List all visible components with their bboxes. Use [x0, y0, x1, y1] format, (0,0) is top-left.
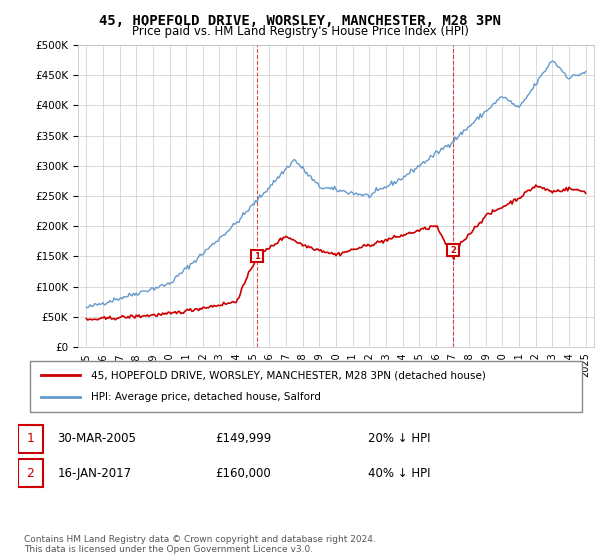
- Text: £160,000: £160,000: [215, 466, 271, 480]
- Text: 2: 2: [26, 466, 34, 480]
- Text: 20% ↓ HPI: 20% ↓ HPI: [368, 432, 430, 445]
- Text: 1: 1: [254, 252, 260, 261]
- Text: 30-MAR-2005: 30-MAR-2005: [58, 432, 136, 445]
- Text: 16-JAN-2017: 16-JAN-2017: [58, 466, 131, 480]
- Text: Price paid vs. HM Land Registry's House Price Index (HPI): Price paid vs. HM Land Registry's House …: [131, 25, 469, 38]
- Text: 1: 1: [26, 432, 34, 445]
- FancyBboxPatch shape: [18, 459, 43, 487]
- Text: HPI: Average price, detached house, Salford: HPI: Average price, detached house, Salf…: [91, 393, 320, 403]
- FancyBboxPatch shape: [18, 425, 43, 452]
- Text: Contains HM Land Registry data © Crown copyright and database right 2024.
This d: Contains HM Land Registry data © Crown c…: [24, 535, 376, 554]
- Text: 45, HOPEFOLD DRIVE, WORSLEY, MANCHESTER, M28 3PN (detached house): 45, HOPEFOLD DRIVE, WORSLEY, MANCHESTER,…: [91, 370, 485, 380]
- Text: 2: 2: [450, 246, 456, 255]
- FancyBboxPatch shape: [30, 361, 582, 412]
- Text: £149,999: £149,999: [215, 432, 272, 445]
- Text: 45, HOPEFOLD DRIVE, WORSLEY, MANCHESTER, M28 3PN: 45, HOPEFOLD DRIVE, WORSLEY, MANCHESTER,…: [99, 14, 501, 28]
- Text: 40% ↓ HPI: 40% ↓ HPI: [368, 466, 430, 480]
